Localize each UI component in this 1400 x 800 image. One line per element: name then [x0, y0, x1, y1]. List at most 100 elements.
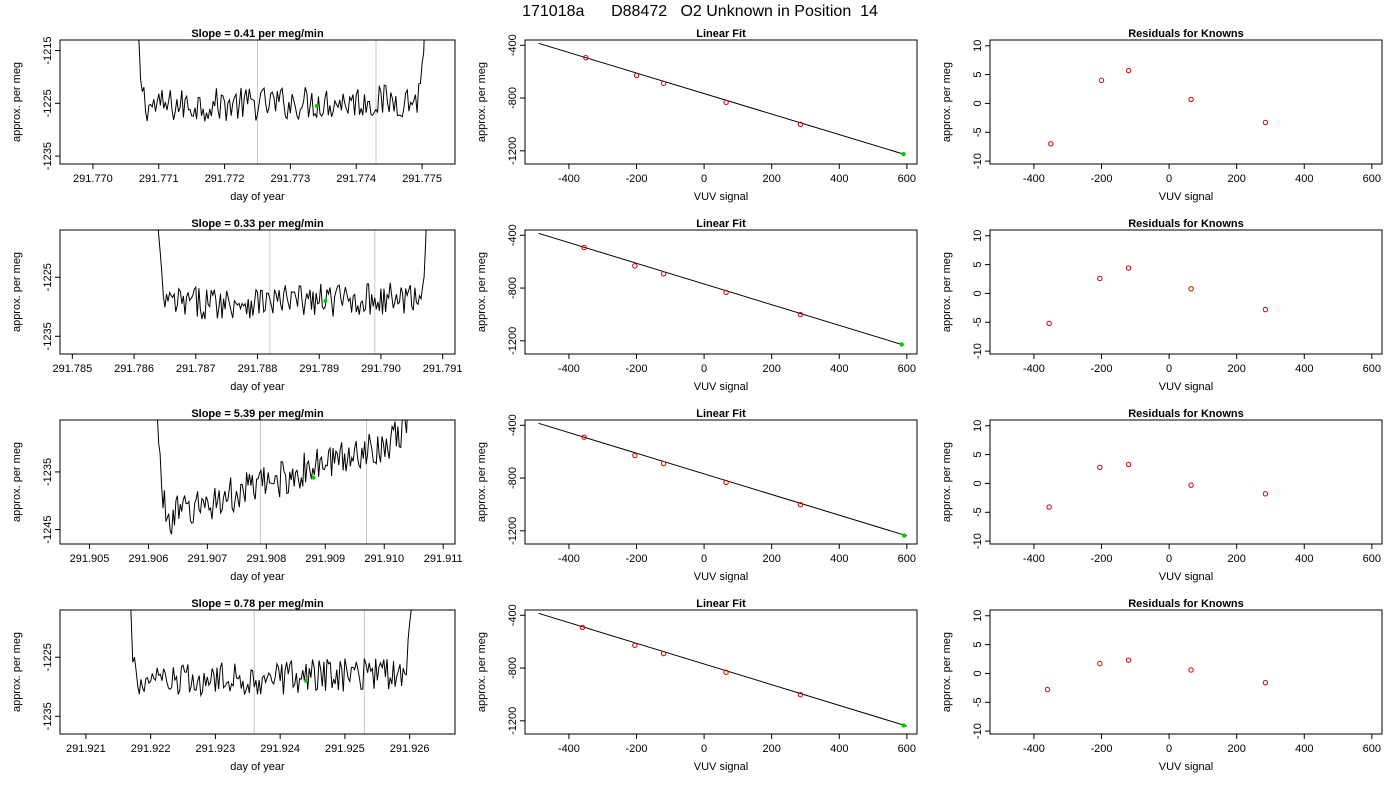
y-tick-label: -5: [972, 317, 984, 327]
panel-title: Linear Fit: [696, 408, 746, 420]
residuals-panel-row-2: Residuals for Knowns -400 -200 0 200 400 600 10…: [941, 218, 1383, 393]
x-tick-label: 400: [830, 743, 848, 755]
plot-frame: [989, 609, 1383, 735]
x-tick-label: 200: [763, 363, 781, 375]
x-tick-label: 200: [1228, 743, 1246, 755]
unknown-point: [899, 342, 904, 347]
y-tick-label: 10: [972, 230, 984, 242]
x-tick-label: 0: [701, 173, 707, 185]
title-desc: O2 Unknown in Position 14: [680, 3, 878, 20]
x-tick-label: 400: [830, 173, 848, 185]
x-tick-label: 291.771: [139, 173, 179, 185]
y-tick-label: -10: [972, 533, 984, 549]
y-tick-label: -1200: [507, 137, 519, 165]
x-tick-label: 291.924: [260, 743, 300, 755]
x-tick-label: 600: [1363, 553, 1381, 565]
x-tick-label: -200: [1091, 743, 1113, 755]
x-tick-label: -200: [626, 553, 648, 565]
x-tick-label: 291.926: [390, 743, 430, 755]
time-series-panel-row-2: Slope = 0.33 per meg/min 291.785 291.786 29…: [11, 218, 463, 393]
y-tick-label: -1200: [507, 707, 519, 735]
unknown-point: [311, 475, 316, 480]
known-point: [797, 501, 804, 508]
y-tick-label: -800: [507, 87, 519, 109]
x-axis-label: VUV signal: [694, 571, 748, 583]
y-tick-label: 0: [972, 100, 984, 106]
y-tick-label: 10: [972, 420, 984, 432]
y-tick-label: -1235: [42, 142, 54, 170]
linear-fit-panel-row-2: Linear Fit -400 -200 0 200 400 600 -400 -800 -120…: [476, 218, 918, 393]
y-tick-label: 10: [972, 40, 984, 52]
plot-frame: [524, 609, 918, 735]
known-point: [723, 99, 729, 106]
x-tick-label: 291.909: [305, 553, 345, 565]
linear-fit-panel-row-1: Linear Fit -400 -200 0 200 400 600 -400 -800 -120…: [476, 28, 918, 203]
residual-point: [1125, 461, 1132, 468]
x-tick-label: 600: [1363, 363, 1381, 375]
x-tick-label: 200: [763, 743, 781, 755]
panel-title: Slope = 0.33 per meg/min: [191, 218, 324, 230]
y-axis-label: approx. per meg: [476, 442, 488, 522]
x-tick-label: -400: [1023, 743, 1045, 755]
linear-fit-panel-row-4: Linear Fit -400 -200 0 200 400 600 -400 -800 -120…: [476, 598, 918, 773]
x-tick-label: 400: [830, 363, 848, 375]
x-tick-label: 400: [1295, 363, 1313, 375]
x-tick-label: -400: [1023, 173, 1045, 185]
y-tick-label: 0: [972, 290, 984, 296]
fit-line: [538, 42, 904, 155]
x-tick-label: 291.791: [423, 363, 463, 375]
y-tick-label: -1215: [42, 36, 54, 64]
x-tick-label: 600: [898, 553, 916, 565]
x-axis-label: VUV signal: [1159, 191, 1213, 203]
fit-line: [538, 422, 908, 537]
y-axis-label: approx. per meg: [11, 252, 23, 332]
y-tick-label: 0: [972, 480, 984, 486]
x-tick-label: -200: [1091, 363, 1113, 375]
x-tick-label: -200: [626, 743, 648, 755]
y-tick-label: 5: [972, 452, 984, 458]
x-tick-label: 291.787: [176, 363, 216, 375]
known-point: [660, 80, 667, 87]
x-tick-label: -400: [558, 743, 580, 755]
x-tick-label: -400: [558, 363, 580, 375]
fit-line: [538, 232, 904, 346]
x-tick-label: 0: [1166, 743, 1172, 755]
known-point: [632, 452, 638, 459]
x-tick-label: 291.910: [364, 553, 404, 565]
known-point: [660, 460, 667, 467]
x-tick-label: 291.906: [129, 553, 169, 565]
residual-point: [1262, 679, 1269, 686]
x-tick-label: 291.785: [52, 363, 92, 375]
x-tick-label: 0: [1166, 553, 1172, 565]
residual-point: [1098, 77, 1105, 84]
y-tick-label: -400: [507, 414, 519, 436]
residuals-panel-row-3: Residuals for Knowns -400 -200 0 200 400 600 10…: [941, 408, 1383, 583]
y-tick-label: 5: [972, 262, 984, 268]
x-axis-label: VUV signal: [1159, 571, 1213, 583]
x-tick-label: 400: [1295, 553, 1313, 565]
unknown-point: [323, 298, 328, 303]
panel-title: Residuals for Knowns: [1128, 28, 1244, 40]
x-axis-label: VUV signal: [694, 381, 748, 393]
known-point: [579, 624, 586, 631]
known-point: [797, 691, 804, 698]
residual-point: [1048, 141, 1054, 147]
time-series-panel-row-1: Slope = 0.41 per meg/min 291.770 291.771 29…: [11, 28, 456, 203]
known-point: [632, 263, 638, 269]
x-tick-label: 291.774: [336, 173, 376, 185]
y-axis-label: approx. per meg: [11, 442, 23, 522]
x-tick-label: 291.786: [114, 363, 154, 375]
x-tick-label: -200: [626, 363, 648, 375]
y-tick-label: -5: [972, 697, 984, 707]
x-tick-label: 291.908: [246, 553, 286, 565]
x-tick-label: 291.925: [325, 743, 365, 755]
known-point: [797, 311, 804, 318]
y-axis-label: approx. per meg: [941, 632, 953, 712]
y-tick-label: -400: [507, 604, 519, 626]
known-point: [583, 54, 589, 61]
y-tick-label: 0: [972, 670, 984, 676]
x-tick-label: 291.790: [361, 363, 401, 375]
page-title: 171018a D88472 O2 Unknown in Position 14: [0, 0, 1400, 24]
residual-point: [1097, 660, 1103, 667]
x-tick-label: 600: [898, 743, 916, 755]
